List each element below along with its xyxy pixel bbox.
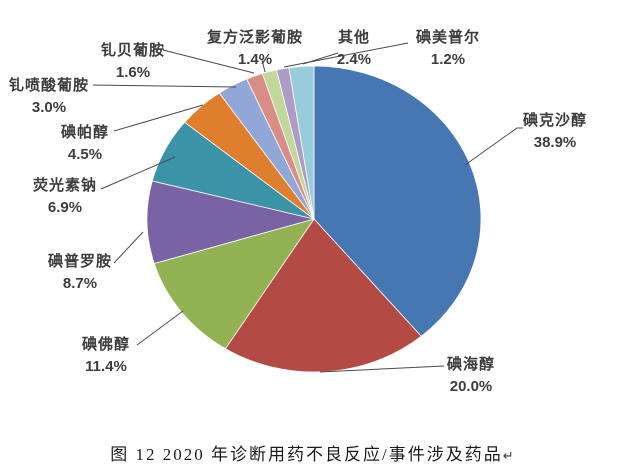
pie-label-name: 其他 <box>337 29 371 46</box>
pie-label-percent: 11.4% <box>85 358 127 375</box>
pie-label-name: 碘美普尔 <box>415 29 481 46</box>
pie-label-diatrizoate: 复方泛影葡胺 1.4% <box>207 27 303 71</box>
pie-label-iohexol: 碘海醇 20.0% <box>447 354 495 398</box>
figure-caption: 图 12 2020 年诊断用药不良反应/事件涉及药品↵ <box>0 440 624 465</box>
leader-line-0 <box>464 127 523 166</box>
pie-label-ioversol: 碘佛醇 11.4% <box>82 334 130 378</box>
leader-line-8 <box>261 59 266 73</box>
pie-slice-0 <box>313 65 482 337</box>
paragraph-mark: ↵ <box>502 448 514 463</box>
pie-label-iopamidol: 碘帕醇 4.5% <box>61 122 109 166</box>
pie-label-name: 钆贝葡胺 <box>100 42 166 59</box>
pie-label-percent: 8.7% <box>62 275 98 292</box>
pie-label-percent: 6.9% <box>47 199 83 216</box>
leader-line-10 <box>302 52 339 65</box>
pie-label-name: 碘普罗胺 <box>47 253 113 270</box>
leader-line-2 <box>136 310 184 346</box>
pie-label-iopromide: 碘普罗胺 8.7% <box>48 251 112 295</box>
pie-label-iomeprol: 碘美普尔 1.2% <box>416 27 480 71</box>
pie-label-percent: 1.4% <box>237 51 273 68</box>
leader-line-5 <box>113 104 204 132</box>
pie-label-name: 钆喷酸葡胺 <box>8 77 90 94</box>
leader-line-7 <box>162 49 255 74</box>
pie-label-name: 荧光素钠 <box>32 177 98 194</box>
leader-line-6 <box>92 84 237 88</box>
pie-label-gadopentetate: 钆喷酸葡胺 3.0% <box>9 75 89 119</box>
pie-label-name: 碘海醇 <box>446 356 496 373</box>
pie-label-name: 碘佛醇 <box>81 336 131 353</box>
pie-label-percent: 4.5% <box>67 146 103 163</box>
pie-label-percent: 2.4% <box>336 51 372 68</box>
leader-line-3 <box>113 231 144 264</box>
figure-caption-text: 图 12 2020 年诊断用药不良反应/事件涉及药品 <box>110 445 503 464</box>
pie-label-gadobenate: 钆贝葡胺 1.6% <box>101 40 165 84</box>
pie-label-other: 其他 2.4% <box>337 27 371 71</box>
pie-label-name: 碘帕醇 <box>60 124 110 141</box>
pie-label-percent: 3.0% <box>31 99 67 116</box>
pie-slice-10 <box>288 65 315 220</box>
pie-label-iodixanol: 碘克沙醇 38.9% <box>523 110 587 154</box>
pie-slice-3 <box>146 180 315 265</box>
pie-label-percent: 1.6% <box>115 64 151 81</box>
leader-line-4 <box>100 156 176 190</box>
pie-label-percent: 38.9% <box>533 134 577 151</box>
leader-line-1 <box>319 365 445 373</box>
pie-label-percent: 1.2% <box>430 51 466 68</box>
pie-label-percent: 20.0% <box>449 378 493 395</box>
pie-label-fluorescein-sodium: 荧光素钠 6.9% <box>33 175 97 219</box>
pie-label-name: 复方泛影葡胺 <box>206 29 304 46</box>
pie-label-name: 碘克沙醇 <box>522 112 588 129</box>
